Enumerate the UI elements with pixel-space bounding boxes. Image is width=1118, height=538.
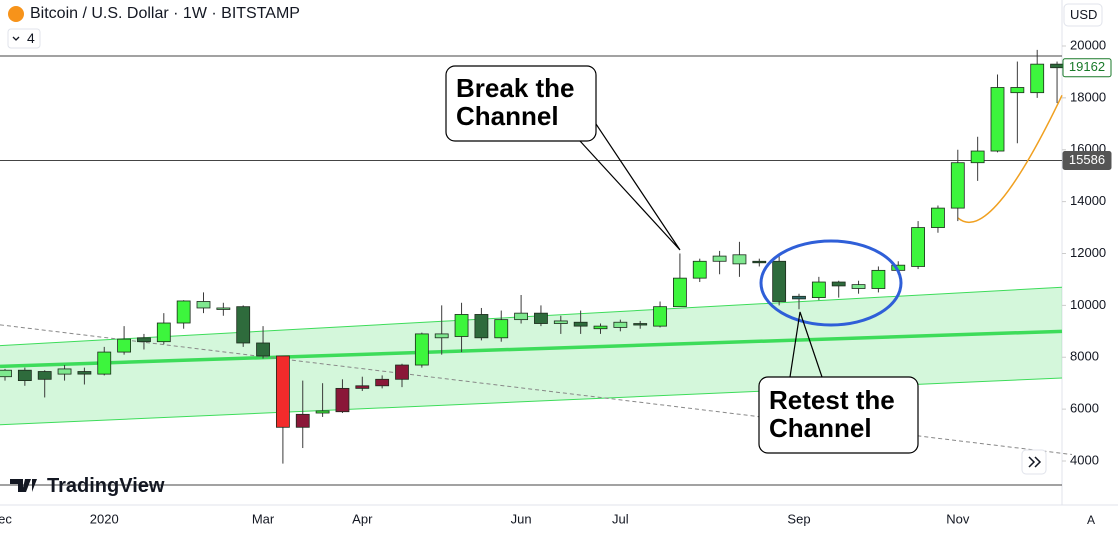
candle-body <box>236 306 251 344</box>
y-tick-label: 20000 <box>1070 37 1106 52</box>
indicator-count: 4 <box>27 30 35 46</box>
channel-mid <box>0 329 1063 369</box>
candle-body <box>137 337 151 343</box>
candle-body <box>454 314 469 337</box>
candle-body <box>414 333 429 366</box>
candle-body <box>196 301 211 309</box>
candle-body <box>871 269 886 289</box>
x-tick-label: Nov <box>946 511 970 526</box>
indicator-toggle[interactable] <box>7 28 41 49</box>
x-tick-label: 2020 <box>90 511 119 526</box>
candle-body <box>990 87 1005 152</box>
candle-body <box>732 254 747 265</box>
candle-body <box>593 325 608 330</box>
y-tick-label: 12000 <box>1070 245 1106 260</box>
x-tick-label: Jul <box>612 511 629 526</box>
candle-body <box>831 281 846 287</box>
candle-body <box>613 321 628 328</box>
callout-pointer <box>789 311 823 378</box>
candle-body <box>573 321 588 327</box>
candle-body <box>653 306 667 327</box>
symbol-title: Bitcoin / U.S. Dollar · 1W · BITSTAMP <box>30 5 300 22</box>
candle-body <box>375 378 390 387</box>
candle-body <box>57 368 72 375</box>
brand: TradingView <box>47 475 165 497</box>
callout-box <box>445 65 597 142</box>
candle-body <box>772 260 787 302</box>
y-tick-label: 18000 <box>1070 89 1106 104</box>
candle-body <box>970 150 985 164</box>
candle-body <box>1050 63 1064 69</box>
price-tag-label: 19162 <box>1069 59 1105 74</box>
candle-body <box>692 260 707 279</box>
candle-body <box>931 207 945 228</box>
y-tick-label: 10000 <box>1070 297 1106 312</box>
candle-body <box>275 355 290 428</box>
candle-body <box>256 342 270 357</box>
bitcoin-icon <box>8 6 24 22</box>
currency-button[interactable] <box>1063 3 1103 27</box>
x-tick-label: Apr <box>352 511 373 526</box>
y-tick-label: 14000 <box>1070 193 1106 208</box>
candle-body <box>534 312 548 324</box>
y-tick-label: 8000 <box>1070 349 1099 364</box>
candle-body <box>17 369 32 381</box>
chevron <box>12 36 20 41</box>
retest-circle <box>759 239 903 327</box>
x-tick-label: Sep <box>787 511 810 526</box>
candle-body <box>1010 87 1025 94</box>
x-tick-label: Mar <box>252 511 275 526</box>
candle-body <box>295 413 310 428</box>
price-tag-label: 15586 <box>1069 152 1105 167</box>
candle-body <box>0 369 12 378</box>
scale-mode[interactable]: A <box>1087 513 1096 527</box>
candle-body <box>514 312 528 321</box>
candle-body <box>434 333 449 339</box>
candle-body <box>37 371 52 380</box>
candle-body <box>335 387 350 413</box>
curve <box>957 94 1063 224</box>
candle-body <box>811 281 826 298</box>
candle-body <box>395 364 409 380</box>
candle-body <box>553 320 568 324</box>
candle-body <box>1030 63 1045 94</box>
channel-line <box>0 286 1063 347</box>
candle-body <box>77 371 92 375</box>
price-tag <box>1062 150 1112 170</box>
candle-body <box>355 385 370 389</box>
candle-body <box>950 162 965 209</box>
tv-logo <box>10 479 37 492</box>
y-tick-label: 6000 <box>1070 401 1099 416</box>
y-tick-label: 4000 <box>1070 452 1099 467</box>
candle-body <box>851 284 866 289</box>
x-tick-label: ec <box>0 511 12 526</box>
candle-body <box>176 300 191 324</box>
callout-box <box>758 376 919 454</box>
annotation: Break the Channel <box>456 73 575 131</box>
x-tick-label: Jun <box>511 511 532 526</box>
candle-body <box>474 314 489 339</box>
candle-body <box>911 227 925 267</box>
candle-body <box>752 260 767 264</box>
candle-body <box>156 322 171 343</box>
callout-pointer <box>579 123 681 251</box>
price-tag <box>1062 58 1112 78</box>
candle-body <box>792 295 806 300</box>
currency: USD <box>1070 7 1098 22</box>
candle-body <box>97 351 112 375</box>
scroll-icon <box>1028 456 1042 468</box>
candle-body <box>712 255 727 262</box>
channel-band <box>0 287 1062 425</box>
candle-body <box>117 338 131 353</box>
candle-body <box>633 323 648 326</box>
candle-body <box>315 410 330 414</box>
candle-body <box>673 277 687 308</box>
annotation: Retest the Channel <box>769 385 895 443</box>
candle-body <box>216 307 231 310</box>
candle-body <box>494 319 509 339</box>
